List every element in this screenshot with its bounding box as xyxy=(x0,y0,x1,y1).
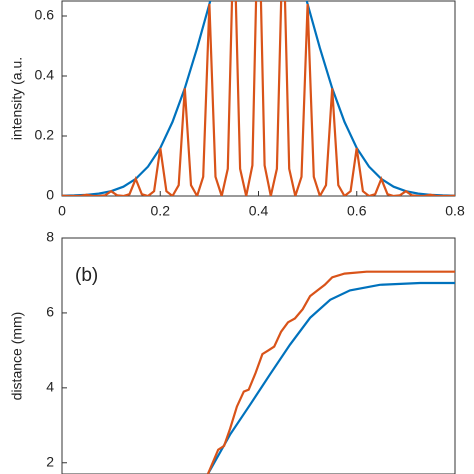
x-tick-label: 0.4 xyxy=(249,203,269,219)
annotation: (b) xyxy=(75,265,98,286)
y-tick-label: 6 xyxy=(46,304,54,320)
y-tick-label: 8 xyxy=(46,229,54,245)
x-tick-label: 0.2 xyxy=(151,203,171,219)
chart: 0 0.2 0.4 0.6 0 0.2 0.4 0.6 0.8 intensity (a.u. xyxy=(9,0,465,219)
y-tick-label: 2 xyxy=(46,453,54,469)
y-tick-label: 0 xyxy=(46,187,54,203)
plot-area xyxy=(61,237,456,474)
x-tick-label: 0.6 xyxy=(347,203,367,219)
data-line xyxy=(206,270,455,474)
y-axis-label: distance (mm) xyxy=(9,312,25,401)
y-tick-label: 4 xyxy=(46,379,54,395)
y-tick-label: 0.2 xyxy=(35,127,55,143)
x-tick-label: 0 xyxy=(58,203,66,219)
y-axis-label: intensity (a.u. xyxy=(9,57,25,140)
y-tick-label: 0.6 xyxy=(35,7,55,23)
data-line xyxy=(206,281,455,474)
plot-area xyxy=(61,0,456,197)
y-tick-label: 0.4 xyxy=(35,67,55,83)
data-line xyxy=(62,1,455,196)
x-tick-label: 0.8 xyxy=(445,203,465,219)
data-line xyxy=(62,1,455,196)
chart: 2 4 6 8 distance (mm) (b) xyxy=(9,229,456,474)
